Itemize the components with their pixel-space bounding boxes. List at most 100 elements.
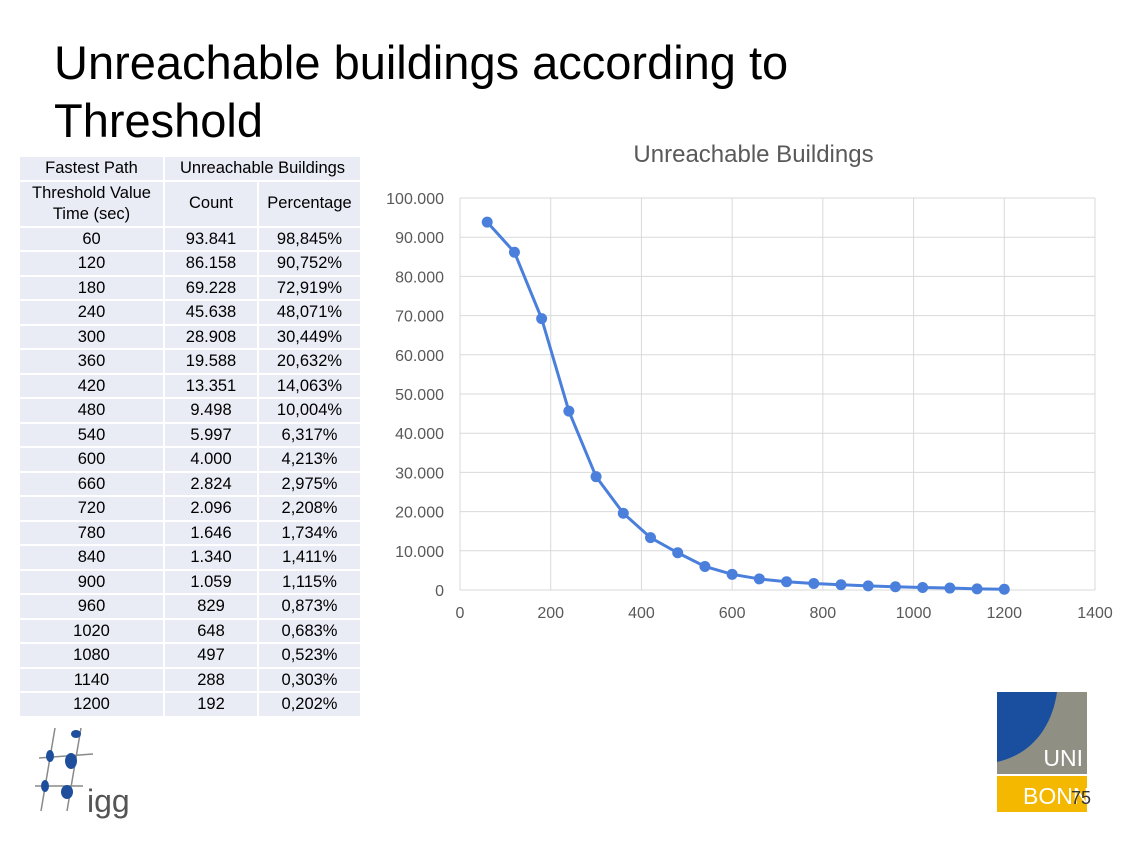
header-count: Count [165, 181, 257, 226]
y-tick-label: 80.000 [395, 269, 444, 286]
cell-percentage: 14,063% [259, 374, 360, 397]
cell-percentage: 1,734% [259, 521, 360, 544]
threshold-table: Fastest Path Unreachable Buildings Thres… [18, 155, 362, 718]
cell-percentage: 1,411% [259, 546, 360, 569]
table-header-row: Fastest Path Unreachable Buildings [20, 157, 360, 180]
cell-threshold: 780 [20, 521, 163, 544]
data-point [998, 583, 1010, 595]
slide-title: Unreachable buildings according to Thres… [54, 36, 789, 147]
cell-percentage: 48,071% [259, 301, 360, 324]
cell-threshold: 1020 [20, 619, 163, 642]
cell-threshold: 300 [20, 325, 163, 348]
cell-percentage: 2,208% [259, 497, 360, 520]
data-point [889, 581, 901, 593]
data-point [808, 578, 820, 590]
cell-count: 5.997 [165, 423, 257, 446]
cell-percentage: 2,975% [259, 472, 360, 495]
data-point [862, 580, 874, 592]
cell-threshold: 420 [20, 374, 163, 397]
y-tick-label: 90.000 [395, 230, 444, 247]
table-row: 1140 288 0,303% [20, 668, 360, 691]
table-row: 600 4.000 4,213% [20, 448, 360, 471]
cell-count: 28.908 [165, 325, 257, 348]
data-point [835, 579, 847, 591]
data-point [672, 547, 684, 559]
table-row: 240 45.638 48,071% [20, 301, 360, 324]
cell-count: 648 [165, 619, 257, 642]
cell-percentage: 72,919% [259, 276, 360, 299]
cell-threshold: 60 [20, 227, 163, 250]
igg-dots [41, 730, 81, 799]
data-point [917, 581, 929, 593]
cell-count: 192 [165, 693, 257, 716]
igg-logo: igg [35, 727, 130, 819]
cell-threshold: 1200 [20, 693, 163, 716]
cell-count: 829 [165, 595, 257, 618]
cell-percentage: 10,004% [259, 399, 360, 422]
cell-threshold: 1140 [20, 668, 163, 691]
data-point [781, 576, 793, 588]
cell-count: 4.000 [165, 448, 257, 471]
table-row: 120 86.158 90,752% [20, 252, 360, 275]
y-tick-label: 50.000 [395, 387, 444, 404]
cell-threshold: 480 [20, 399, 163, 422]
table-row: 480 9.498 10,004% [20, 399, 360, 422]
y-tick-label: 60.000 [395, 348, 444, 365]
table-row: 960 829 0,873% [20, 595, 360, 618]
cell-threshold: 600 [20, 448, 163, 471]
cell-count: 2.096 [165, 497, 257, 520]
cell-count: 19.588 [165, 350, 257, 373]
cell-count: 69.228 [165, 276, 257, 299]
x-tick-label: 1000 [896, 605, 932, 622]
igg-grid-lines [35, 727, 94, 812]
cell-percentage: 20,632% [259, 350, 360, 373]
cell-threshold: 660 [20, 472, 163, 495]
cell-threshold: 360 [20, 350, 163, 373]
x-tick-label: 1200 [986, 605, 1022, 622]
cell-count: 497 [165, 644, 257, 667]
x-tick-label: 800 [810, 605, 837, 622]
cell-percentage: 30,449% [259, 325, 360, 348]
unreachable-buildings-chart: Unreachable Buildings 0 200 400 600 800 1000 12… [386, 141, 1113, 622]
data-point [617, 507, 629, 519]
cell-count: 1.340 [165, 546, 257, 569]
cell-percentage: 0,303% [259, 668, 360, 691]
table-body: 60 93.841 98,845% 120 86.158 90,752% 180 69.228… [20, 227, 360, 716]
header-percentage: Percentage [259, 181, 360, 226]
cell-count: 93.841 [165, 227, 257, 250]
logo-blue-shape [997, 692, 1057, 762]
cell-count: 1.646 [165, 521, 257, 544]
table-row: 780 1.646 1,734% [20, 521, 360, 544]
data-point [944, 582, 956, 594]
data-point [536, 313, 548, 325]
x-tick-label: 0 [456, 605, 465, 622]
cell-percentage: 0,202% [259, 693, 360, 716]
data-point [563, 405, 575, 417]
cell-threshold: 840 [20, 546, 163, 569]
table-row: 300 28.908 30,449% [20, 325, 360, 348]
table-row: 1080 497 0,523% [20, 644, 360, 667]
data-point [971, 583, 983, 595]
y-tick-label: 70.000 [395, 309, 444, 326]
cell-threshold: 960 [20, 595, 163, 618]
cell-percentage: 90,752% [259, 252, 360, 275]
table-row: 720 2.096 2,208% [20, 497, 360, 520]
igg-text: igg [87, 783, 130, 819]
data-point [481, 216, 493, 228]
data-point [508, 246, 520, 258]
y-tick-label: 30.000 [395, 465, 444, 482]
cell-percentage: 1,115% [259, 570, 360, 593]
cell-count: 1.059 [165, 570, 257, 593]
cell-percentage: 0,683% [259, 619, 360, 642]
cell-count: 13.351 [165, 374, 257, 397]
x-tick-label: 200 [537, 605, 564, 622]
cell-count: 45.638 [165, 301, 257, 324]
cell-percentage: 0,523% [259, 644, 360, 667]
x-tick-label: 1400 [1077, 605, 1113, 622]
cell-count: 288 [165, 668, 257, 691]
table-row: 420 13.351 14,063% [20, 374, 360, 397]
x-tick-label: 600 [719, 605, 746, 622]
data-point [645, 532, 656, 544]
cell-threshold: 540 [20, 423, 163, 446]
cell-count: 2.824 [165, 472, 257, 495]
